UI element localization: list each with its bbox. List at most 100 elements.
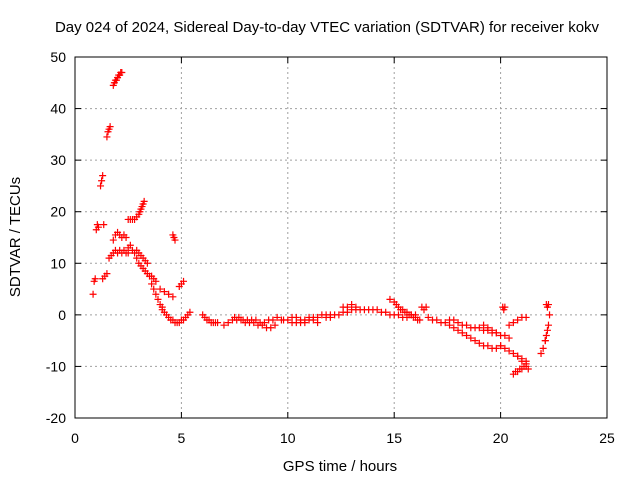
data-point <box>252 316 260 324</box>
x-axis-label: GPS time / hours <box>283 458 397 475</box>
y-tick-label: 20 <box>50 204 66 220</box>
data-point <box>97 182 105 190</box>
data-point <box>537 350 545 358</box>
data-point <box>505 321 513 329</box>
data-point <box>143 259 151 267</box>
data-point <box>501 344 509 352</box>
data-point <box>505 334 513 342</box>
data-point <box>314 319 322 327</box>
data-point <box>154 295 162 303</box>
data-point <box>103 270 111 278</box>
data-point <box>539 344 547 352</box>
data-point <box>122 234 130 241</box>
data-point <box>509 350 517 358</box>
y-tick-label: 10 <box>50 255 66 271</box>
data-point <box>335 311 343 319</box>
data-point <box>100 221 108 229</box>
x-tick-label: 10 <box>280 430 296 446</box>
data-point <box>509 319 517 327</box>
data-point <box>98 177 106 185</box>
data-point <box>522 360 530 368</box>
data-point <box>180 277 188 285</box>
data-point <box>309 316 317 324</box>
data-point <box>267 324 275 332</box>
data-point <box>501 303 509 311</box>
y-tick-label: 50 <box>50 49 66 65</box>
data-point <box>224 319 232 327</box>
data-point <box>326 313 334 321</box>
data-point <box>518 357 526 365</box>
data-point <box>150 285 158 293</box>
data-point <box>450 316 458 324</box>
data-point <box>403 313 411 321</box>
data-point <box>446 321 454 329</box>
data-point <box>99 172 107 180</box>
data-point <box>411 311 419 319</box>
data-point <box>284 316 292 324</box>
data-point <box>497 342 505 350</box>
data-point <box>514 316 522 324</box>
data-point <box>471 337 479 345</box>
x-tick-label: 5 <box>178 430 186 446</box>
data-point <box>524 365 532 373</box>
plot-frame <box>74 56 608 419</box>
data-point <box>458 329 466 337</box>
x-tick-label: 15 <box>386 430 402 446</box>
data-point <box>416 316 424 324</box>
data-point <box>463 321 471 329</box>
data-point <box>484 324 492 332</box>
data-point <box>103 133 111 141</box>
data-point <box>152 277 160 285</box>
data-point <box>156 285 164 293</box>
data-point <box>546 311 554 319</box>
data-point <box>126 241 134 249</box>
data-point <box>301 319 309 327</box>
data-point <box>171 236 179 244</box>
data-point <box>352 303 360 311</box>
x-tick-label: 20 <box>493 430 509 446</box>
data-point <box>220 321 228 329</box>
y-tick-label: 0 <box>58 307 66 323</box>
data-point <box>94 223 102 231</box>
data-point <box>214 319 222 327</box>
data-point <box>269 316 277 324</box>
data-point <box>89 290 97 298</box>
data-point <box>480 321 488 329</box>
data-point <box>133 254 141 262</box>
data-point <box>348 301 356 309</box>
data-point <box>160 288 168 296</box>
data-point <box>169 293 177 301</box>
data-point <box>235 313 243 321</box>
data-point <box>463 331 471 339</box>
data-point <box>542 331 550 339</box>
data-point <box>522 313 530 321</box>
data-point <box>382 308 390 316</box>
data-point <box>118 68 126 76</box>
data-point <box>424 313 432 321</box>
data-point <box>505 347 513 355</box>
data-point <box>441 319 449 327</box>
y-tick-label: -10 <box>46 358 66 374</box>
x-tick-label: 25 <box>599 430 615 446</box>
data-point <box>467 334 475 342</box>
data-point <box>373 306 381 314</box>
data-point <box>492 329 500 337</box>
y-axis-label: SDTVAR / TECUs <box>7 177 24 297</box>
data-point <box>541 337 549 345</box>
data-point <box>492 344 500 352</box>
data-point <box>454 326 462 334</box>
data-points <box>89 68 554 378</box>
y-tick-label: -20 <box>46 410 66 426</box>
data-point <box>186 308 194 316</box>
y-tick-label: 40 <box>50 101 66 117</box>
data-point <box>271 321 279 329</box>
data-point <box>454 319 462 327</box>
chart-title: Day 024 of 2024, Sidereal Day-to-day VTE… <box>55 19 600 36</box>
data-point <box>544 321 552 329</box>
x-tick-label: 0 <box>71 430 79 446</box>
data-point <box>544 301 552 309</box>
data-point <box>488 326 496 334</box>
data-point <box>422 303 430 311</box>
data-point <box>260 319 268 327</box>
